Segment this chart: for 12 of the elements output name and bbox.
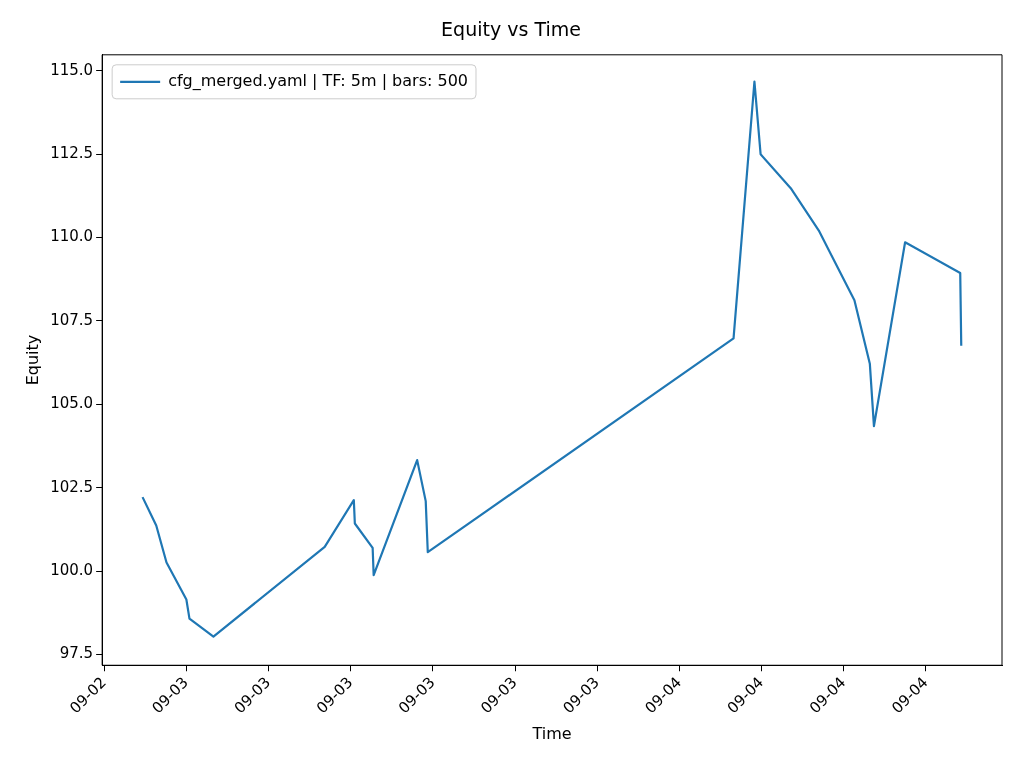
- legend-label: cfg_merged.yaml | TF: 5m | bars: 500: [168, 70, 468, 91]
- y-tick-label: 97.5: [59, 644, 94, 663]
- chart-title: Equity vs Time: [441, 18, 581, 41]
- y-tick-label: 105.0: [50, 394, 94, 413]
- y-tick-label: 115.0: [50, 60, 94, 79]
- x-axis-title: Time: [531, 723, 572, 743]
- y-tick-label: 102.5: [50, 477, 94, 496]
- y-tick-label: 110.0: [50, 227, 94, 246]
- y-axis-title: Equity: [22, 334, 42, 386]
- y-tick-label: 112.5: [50, 144, 94, 163]
- y-tick-label: 100.0: [50, 561, 94, 580]
- y-tick-label: 107.5: [50, 310, 94, 329]
